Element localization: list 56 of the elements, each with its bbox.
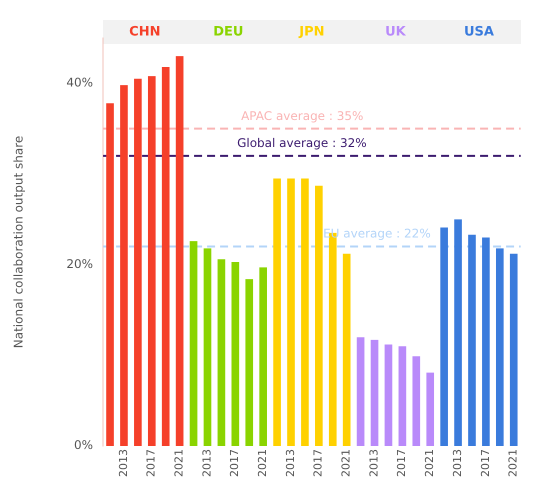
- bar: [106, 103, 114, 446]
- bar: [120, 85, 128, 446]
- bar: [315, 186, 323, 446]
- text: JPN: [298, 24, 325, 40]
- bar: [190, 241, 198, 446]
- text: DEU: [213, 24, 244, 40]
- x-tick-label: 2021: [340, 449, 353, 478]
- x-tick-label: 2021: [172, 449, 186, 478]
- x-tick-label: 2013: [200, 449, 214, 478]
- bar: [454, 219, 462, 446]
- bar: [273, 178, 281, 446]
- bar: [356, 337, 364, 446]
- bar: [510, 254, 518, 446]
- text: USA: [464, 24, 494, 40]
- bar: [218, 259, 226, 446]
- x-tick-label: 2013: [367, 449, 380, 478]
- x-tick-label: 2021: [506, 449, 520, 478]
- bar: [134, 78, 142, 446]
- bar: [301, 178, 309, 446]
- x-tick-label: 2017: [312, 449, 325, 478]
- x-tick-label: 2013: [450, 449, 464, 478]
- bar: [412, 356, 420, 446]
- y-tick-label: 40%: [66, 75, 94, 90]
- bar: [176, 56, 184, 446]
- x-tick-label: 2021: [423, 449, 436, 478]
- series-label: CHN: [129, 24, 160, 40]
- ref-line-label: APAC average : 35%: [241, 108, 364, 123]
- ref-line-label: Global average : 32%: [237, 136, 367, 150]
- y-tick-label: 0%: [74, 438, 94, 452]
- text: UK: [385, 24, 407, 40]
- y-tick-label: 20%: [66, 256, 94, 271]
- bar: [259, 267, 267, 446]
- x-tick-label: 2017: [228, 449, 242, 478]
- bar: [245, 279, 254, 446]
- x-tick-label: 2017: [144, 449, 158, 478]
- bar: [440, 227, 448, 446]
- bar: [384, 344, 392, 446]
- bar: [482, 237, 490, 446]
- y-axis-title: National collaboration output share: [11, 136, 26, 348]
- bar: [287, 178, 295, 446]
- bar: [204, 248, 212, 446]
- x-tick-label: 2017: [395, 449, 408, 478]
- bar: [370, 340, 378, 446]
- ref-line-label: EU average : 22%: [323, 226, 431, 241]
- x-tick-label: 2021: [256, 449, 270, 478]
- x-tick-label: 2013: [284, 449, 297, 478]
- bar: [398, 346, 406, 446]
- bar: [496, 248, 504, 446]
- bar: [231, 262, 240, 446]
- bar: [162, 67, 170, 446]
- bar: [148, 76, 156, 446]
- x-tick-label: 2017: [478, 449, 492, 478]
- x-tick-label: 2013: [116, 449, 130, 478]
- bar: [342, 254, 351, 446]
- bar: [426, 372, 434, 446]
- bar: [468, 234, 476, 446]
